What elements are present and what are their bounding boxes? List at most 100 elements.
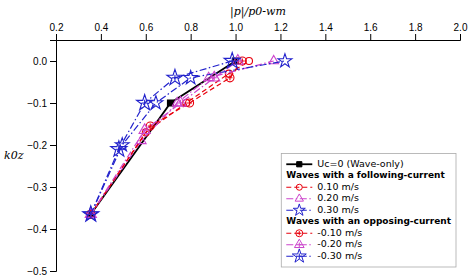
point bbox=[209, 71, 220, 81]
point bbox=[83, 206, 99, 221]
y-tick-mark bbox=[50, 145, 56, 146]
legend-header-text: Waves with a following-current bbox=[286, 170, 445, 180]
x-tick: 1.2 bbox=[274, 22, 288, 40]
y-tick: −0.2 bbox=[27, 140, 56, 151]
point bbox=[224, 53, 240, 68]
point bbox=[175, 97, 186, 107]
series-line bbox=[91, 61, 238, 214]
x-tick-mark bbox=[56, 34, 57, 40]
legend-line bbox=[286, 198, 312, 199]
legend-header: Waves with a following-current bbox=[286, 170, 445, 180]
legend-line bbox=[286, 210, 312, 211]
x-tick: 0.6 bbox=[139, 22, 153, 40]
y-tick-mark bbox=[50, 103, 56, 104]
x-tick-label: 1.0 bbox=[229, 22, 243, 33]
x-tick: 0.2 bbox=[50, 22, 64, 40]
y-tick-label: 0.0 bbox=[33, 56, 47, 67]
y-tick-label: −0.2 bbox=[27, 140, 47, 151]
series bbox=[87, 58, 252, 218]
legend-marker bbox=[297, 162, 302, 167]
legend-text: Uc=0 (Wave-only) bbox=[317, 158, 403, 169]
x-tick-mark bbox=[236, 34, 237, 40]
y-tick-mark bbox=[50, 229, 56, 230]
x-axis: 0.2 0.4 0.6 0.8 1.0 1.2 1.4 1.6 1.8 2.0 bbox=[50, 22, 468, 41]
x-tick-mark bbox=[325, 34, 326, 40]
x-tick: 2.0 bbox=[454, 22, 468, 40]
legend-item: 0.20 m/s bbox=[286, 192, 359, 203]
legend-item: -0.20 m/s bbox=[286, 238, 362, 249]
point bbox=[167, 69, 183, 84]
x-tick: 1.4 bbox=[319, 22, 333, 40]
series bbox=[83, 53, 241, 222]
x-tick-mark bbox=[370, 34, 371, 40]
y-tick-mark bbox=[50, 61, 56, 62]
x-tick: 1.6 bbox=[364, 22, 378, 40]
x-tick-mark bbox=[191, 34, 192, 40]
x-tick-label: 1.4 bbox=[319, 22, 333, 33]
point bbox=[186, 99, 194, 107]
y-axis-title: k0z bbox=[4, 149, 24, 162]
legend-box bbox=[281, 154, 456, 268]
y-tick: 0.0 bbox=[33, 56, 56, 67]
x-axis-title: |p|/p0-wm bbox=[230, 5, 286, 19]
series bbox=[86, 55, 279, 217]
x-tick-label: 0.6 bbox=[139, 22, 153, 33]
series bbox=[85, 55, 243, 218]
x-tick-mark bbox=[415, 34, 416, 40]
y-tick-mark bbox=[50, 271, 56, 272]
series-line bbox=[91, 61, 236, 214]
legend-marker bbox=[294, 239, 304, 247]
legend-text: 0.10 m/s bbox=[317, 181, 359, 192]
series-line bbox=[91, 61, 249, 214]
legend-item: -0.30 m/s bbox=[286, 249, 362, 262]
y-axis: 0.0 −0.1 −0.2 −0.3 −0.4 −0.5 bbox=[27, 41, 56, 277]
y-tick: −0.1 bbox=[27, 98, 56, 109]
x-tick: 1.8 bbox=[409, 22, 423, 40]
y-tick-label: −0.3 bbox=[27, 182, 47, 193]
legend-marker bbox=[296, 230, 303, 237]
series bbox=[87, 57, 247, 218]
y-tick-label: −0.1 bbox=[27, 98, 47, 109]
legend-marker bbox=[292, 249, 306, 262]
legend-text: -0.20 m/s bbox=[317, 238, 362, 249]
point bbox=[111, 141, 127, 156]
y-tick: −0.5 bbox=[27, 266, 56, 277]
legend-item: -0.10 m/s bbox=[286, 227, 362, 238]
plot: 0.2 0.4 0.6 0.8 1.0 1.2 1.4 1.6 1.8 2.0 0.0 −0.1 −0.… bbox=[27, 22, 468, 277]
x-tick-mark bbox=[460, 34, 461, 40]
x-tick-label: 1.8 bbox=[409, 22, 423, 33]
y-tick-label: −0.5 bbox=[27, 266, 47, 277]
legend-text: 0.20 m/s bbox=[317, 192, 359, 203]
x-tick-label: 1.6 bbox=[364, 22, 378, 33]
x-tick-mark bbox=[280, 34, 281, 40]
point bbox=[278, 54, 292, 67]
legend-item: Uc=0 (Wave-only) bbox=[286, 158, 403, 169]
x-tick-mark bbox=[146, 34, 147, 40]
legend-line bbox=[286, 187, 312, 188]
legend-item: 0.10 m/s bbox=[286, 181, 359, 192]
legend-text: 0.30 m/s bbox=[317, 204, 359, 215]
x-tick: 0.8 bbox=[184, 22, 198, 40]
legend-header: Waves with an opposing-current bbox=[286, 216, 451, 226]
series-line bbox=[91, 61, 243, 214]
x-tick-label: 0.4 bbox=[94, 22, 108, 33]
x-axis-line bbox=[57, 34, 461, 41]
series-line bbox=[91, 61, 232, 214]
y-tick: −0.3 bbox=[27, 182, 56, 193]
x-tick-mark bbox=[101, 34, 102, 40]
x-tick-label: 1.2 bbox=[274, 22, 288, 33]
legend-marker bbox=[293, 204, 305, 215]
point bbox=[226, 74, 234, 82]
chart: 0.2 0.4 0.6 0.8 1.0 1.2 1.4 1.6 1.8 2.0 0.0 −0.1 −0.… bbox=[0, 0, 474, 279]
marks bbox=[83, 53, 292, 222]
x-tick-label: 0.8 bbox=[184, 22, 198, 33]
x-tick-label: 0.2 bbox=[50, 22, 64, 33]
point bbox=[139, 124, 150, 134]
legend-text: -0.10 m/s bbox=[317, 227, 362, 238]
point bbox=[137, 95, 153, 110]
legend: Uc=0 (Wave-only)Waves with a following-c… bbox=[281, 154, 456, 268]
series-line bbox=[91, 61, 285, 214]
series bbox=[84, 54, 292, 221]
y-tick-label: −0.4 bbox=[27, 224, 47, 235]
y-axis-line bbox=[50, 41, 57, 272]
